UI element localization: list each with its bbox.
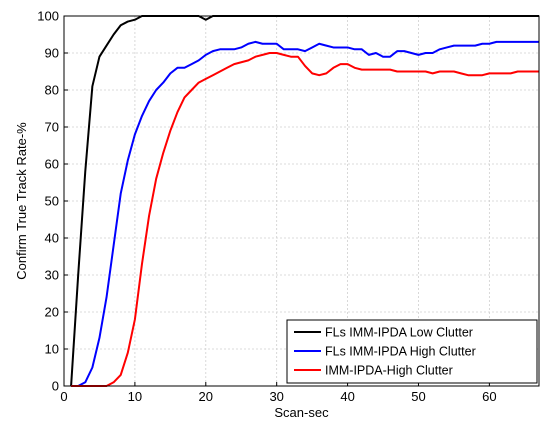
series-line-3 [71, 52, 539, 387]
y-tick-label: 30 [45, 268, 59, 283]
y-tick-label: 20 [45, 305, 59, 320]
y-tick-label: 10 [45, 342, 59, 357]
y-tick-label: 40 [45, 231, 59, 246]
legend-label: IMM-IPDA-High Clutter [325, 364, 453, 378]
x-tick-label: 10 [128, 389, 142, 404]
legend-box [286, 319, 538, 384]
grid-lines [63, 15, 539, 387]
series-line-2 [71, 40, 539, 387]
y-tick-label: 50 [45, 194, 59, 209]
x-axis-ticks: 0 10 20 30 40 50 60 [60, 382, 497, 404]
x-tick-label: 30 [269, 389, 283, 404]
y-tick-label: 0 [52, 379, 59, 394]
x-tick-label: 60 [482, 389, 496, 404]
legend: FLs IMM-IPDA Low Clutter FLs IMM-IPDA Hig… [286, 319, 538, 384]
x-tick-label: 0 [60, 389, 67, 404]
x-tick-label: 50 [411, 389, 425, 404]
y-tick-label: 60 [45, 157, 59, 172]
y-axis-label: Confirm True Track Rate-% [14, 122, 29, 280]
x-tick-label: 40 [340, 389, 354, 404]
legend-label: FLs IMM-IPDA High Clutter [325, 345, 476, 359]
x-tick-label: 20 [199, 389, 213, 404]
y-axis-ticks: 0 10 20 30 40 50 60 70 80 90 100 [37, 9, 68, 394]
legend-label: FLs IMM-IPDA Low Clutter [325, 326, 473, 340]
y-tick-label: 80 [45, 83, 59, 98]
y-tick-label: 70 [45, 120, 59, 135]
y-tick-label: 100 [37, 9, 59, 24]
y-tick-label: 90 [45, 46, 59, 61]
x-axis-label: Scan-sec [274, 405, 329, 420]
